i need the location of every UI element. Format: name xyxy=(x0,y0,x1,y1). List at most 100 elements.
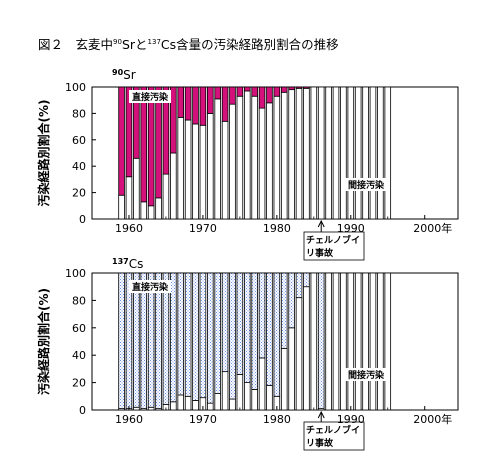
bar-direct-1968 xyxy=(184,86,192,121)
bar-indirect-1968 xyxy=(184,395,192,411)
x-tick-label: 1980 xyxy=(263,413,291,426)
bar-indirect-1965 xyxy=(162,173,170,220)
bar-direct-1984 xyxy=(303,86,310,89)
bar-direct-1979 xyxy=(266,86,273,104)
bar-indirect-1974 xyxy=(229,103,236,220)
bar-indirect-1979 xyxy=(266,384,273,411)
series-label-bg xyxy=(129,90,171,103)
bar-indirect-1990 xyxy=(347,272,355,411)
bar-indirect-1986 xyxy=(317,86,325,220)
bar-direct-1984 xyxy=(303,272,310,288)
bar-direct-1960 xyxy=(125,86,133,178)
x-tick-label: 2000年 xyxy=(413,221,452,235)
y-tick-label: 60 xyxy=(72,322,86,335)
bar-indirect-1989 xyxy=(340,272,347,411)
bar-direct-1983 xyxy=(295,272,303,299)
bar-direct-1963 xyxy=(147,86,155,207)
bar-direct-1972 xyxy=(214,272,221,394)
bar-indirect-1993 xyxy=(369,86,377,220)
bar-indirect-1991 xyxy=(354,272,362,411)
bar-indirect-1976 xyxy=(243,90,251,220)
bar-indirect-1975 xyxy=(236,95,244,220)
bar-indirect-1982 xyxy=(288,89,295,220)
bar-indirect-1992 xyxy=(362,86,369,220)
annotation-arrow-head xyxy=(317,219,325,228)
y-tick-label: 80 xyxy=(72,294,86,307)
x-tick-label: 1990 xyxy=(337,413,365,426)
annotation-arrow-head xyxy=(317,410,325,419)
bar-indirect-1985 xyxy=(310,86,318,220)
bar-indirect-1973 xyxy=(221,371,229,411)
bar-indirect-1960 xyxy=(125,176,133,220)
x-tick-label: 1970 xyxy=(189,413,217,426)
bar-direct-1981 xyxy=(280,86,288,93)
bar-indirect-1982 xyxy=(288,327,295,411)
bar-indirect-1967 xyxy=(177,116,185,220)
bar-indirect-1972 xyxy=(214,393,221,411)
bar-direct-1970 xyxy=(199,86,207,126)
bar-indirect-1966 xyxy=(170,152,177,220)
bar-direct-1966 xyxy=(170,86,177,154)
y-tick-label: 40 xyxy=(72,349,86,362)
bar-direct-1973 xyxy=(221,272,229,373)
bar-direct-1976 xyxy=(243,86,251,92)
figure-prefix: 図２ xyxy=(38,37,64,52)
series-label: 直接汚染 xyxy=(132,281,169,293)
bar-direct-1980 xyxy=(273,86,281,97)
series-label-bg xyxy=(345,368,387,381)
series-label: 間接汚染 xyxy=(348,179,385,191)
bar-indirect-1969 xyxy=(192,400,199,411)
title-part1: 玄麦中 xyxy=(75,37,114,52)
bar-indirect-1988 xyxy=(332,272,340,411)
bar-indirect-1979 xyxy=(266,102,273,220)
bar-direct-1974 xyxy=(229,272,236,400)
bar-direct-1960 xyxy=(125,272,133,410)
bar-direct-1974 xyxy=(229,86,236,105)
bar-direct-1967 xyxy=(177,86,185,118)
y-axis-label: 汚染経路別割合(%) xyxy=(36,100,51,207)
bar-indirect-1973 xyxy=(221,120,229,220)
bar-direct-1965 xyxy=(162,86,170,175)
bar-indirect-1976 xyxy=(243,382,251,411)
bar-indirect-1995 xyxy=(384,86,392,220)
bar-indirect-1990 xyxy=(347,86,355,220)
bar-indirect-1964 xyxy=(155,197,162,220)
x-tick-label: 1970 xyxy=(189,222,217,235)
annotation-box xyxy=(303,421,365,451)
bar-direct-1968 xyxy=(184,272,192,397)
bar-direct-1964 xyxy=(155,272,162,410)
chart-panel-2 xyxy=(91,272,459,451)
x-tick-label: 1990 xyxy=(337,222,365,235)
annotation-text-line2: リ事故 xyxy=(306,247,334,259)
bar-direct-1969 xyxy=(192,86,199,125)
bar-direct-1976 xyxy=(243,272,251,383)
chart-panel-1 xyxy=(91,86,459,261)
bar-direct-1969 xyxy=(192,272,199,401)
bar-direct-1963 xyxy=(147,272,155,408)
bar-indirect-1970 xyxy=(199,124,207,220)
bar-indirect-1994 xyxy=(377,272,384,411)
y-tick-label: 100 xyxy=(65,81,86,94)
series-label: 間接汚染 xyxy=(348,369,385,381)
bar-indirect-1984 xyxy=(303,87,310,220)
x-tick-label: 1980 xyxy=(263,222,291,235)
annotation-text-line1: チェルノブイ xyxy=(306,234,360,246)
bar-direct-1961 xyxy=(133,272,140,408)
bar-direct-1975 xyxy=(236,272,244,375)
bar-direct-1980 xyxy=(273,272,281,397)
bar-direct-1971 xyxy=(207,86,214,114)
y-tick-label: 100 xyxy=(65,267,86,280)
bar-indirect-1977 xyxy=(251,95,258,220)
bar-indirect-1992 xyxy=(362,272,369,411)
bar-indirect-1991 xyxy=(354,86,362,220)
bar-indirect-1978 xyxy=(258,107,266,220)
bar-indirect-1980 xyxy=(273,95,281,220)
bar-indirect-1971 xyxy=(207,402,214,411)
bar-indirect-1962 xyxy=(140,201,148,220)
bar-indirect-1995 xyxy=(384,272,392,411)
bar-indirect-1977 xyxy=(251,389,258,411)
title-part2: Srと xyxy=(121,37,148,52)
y-tick-label: 20 xyxy=(72,377,86,390)
bar-direct-1979 xyxy=(266,272,273,386)
series-label-bg xyxy=(129,280,171,293)
